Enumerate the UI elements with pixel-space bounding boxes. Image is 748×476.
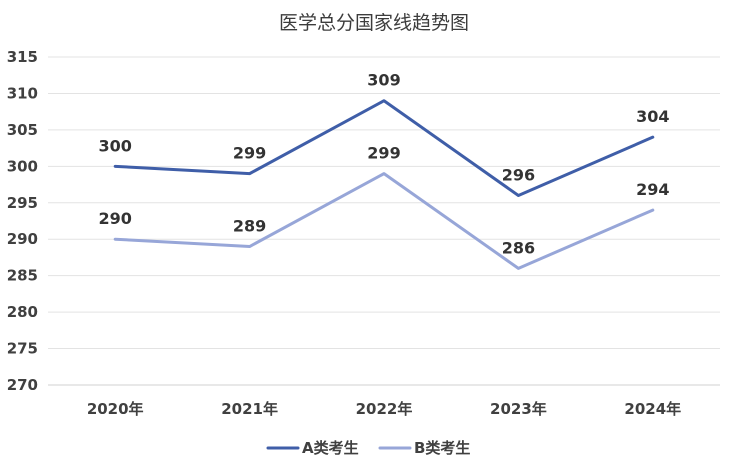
data-label: 286 — [502, 238, 535, 257]
gridlines — [48, 57, 720, 385]
data-labels: 300 299 309 296 304 290 289 299 286 294 — [98, 71, 669, 258]
data-label: 304 — [636, 107, 669, 126]
legend-label: B类考生 — [414, 439, 470, 457]
y-tick-label: 280 — [7, 303, 38, 321]
y-tick-label: 305 — [7, 121, 38, 139]
data-label: 299 — [367, 144, 400, 163]
x-tick-label: 2022年 — [356, 400, 413, 418]
series-line-2 — [115, 174, 653, 269]
legend: A类考生 B类考生 — [268, 439, 470, 457]
y-tick-label: 290 — [7, 230, 38, 248]
chart-title: 医学总分国家线趋势图 — [279, 12, 469, 34]
data-label: 300 — [98, 136, 131, 155]
y-tick-label: 270 — [7, 376, 38, 394]
series-lines — [115, 101, 653, 269]
y-axis: 270 275 280 285 290 295 300 305 310 315 — [7, 48, 38, 394]
x-tick-label: 2023年 — [490, 400, 547, 418]
data-label: 290 — [98, 209, 131, 228]
y-tick-label: 275 — [7, 340, 38, 358]
x-tick-label: 2024年 — [624, 400, 681, 418]
data-label: 294 — [636, 180, 669, 199]
y-tick-label: 285 — [7, 267, 38, 285]
x-tick-label: 2020年 — [87, 400, 144, 418]
y-tick-label: 315 — [7, 48, 38, 66]
data-label: 296 — [502, 165, 535, 184]
y-tick-label: 300 — [7, 157, 38, 175]
data-label: 289 — [233, 217, 266, 236]
y-tick-label: 295 — [7, 194, 38, 212]
data-label: 299 — [233, 144, 266, 163]
y-tick-label: 310 — [7, 84, 38, 102]
data-label: 309 — [367, 71, 400, 90]
legend-label: A类考生 — [302, 439, 359, 457]
x-tick-label: 2021年 — [221, 400, 278, 418]
x-axis: 2020年 2021年 2022年 2023年 2024年 — [87, 400, 681, 418]
